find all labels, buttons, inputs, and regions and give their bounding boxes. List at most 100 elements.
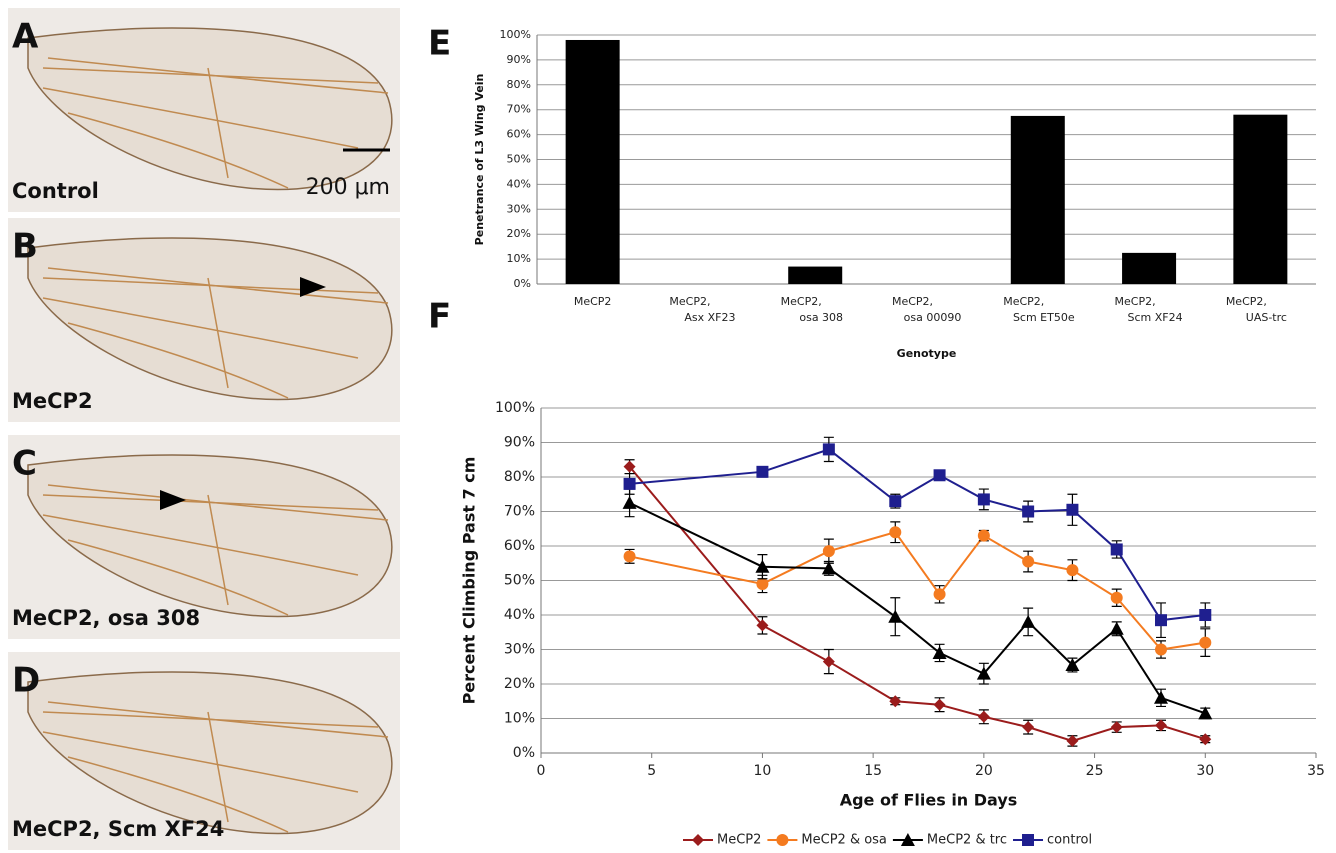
x-tick-label: 35 [1307, 763, 1325, 779]
data-point [888, 610, 902, 623]
data-point [1155, 644, 1167, 656]
data-point [934, 588, 946, 600]
y-tick-label: 0% [513, 745, 535, 761]
y-axis-title: Penetrance of L3 Wing Vein [473, 74, 486, 246]
panel-caption: Control [12, 179, 99, 203]
legend-marker [776, 834, 788, 846]
data-point [1199, 733, 1211, 745]
legend-label: MeCP2 & osa [801, 833, 887, 848]
data-point [1066, 564, 1078, 576]
y-tick-label: 90% [504, 435, 535, 451]
x-tick-label: MeCP2,Asx XF23 [669, 295, 735, 324]
data-point [1199, 637, 1211, 649]
x-tick-label: 25 [1086, 763, 1104, 779]
y-tick-label: 10% [504, 711, 535, 727]
x-tick-label: MeCP2,osa 308 [781, 295, 843, 324]
data-point [978, 711, 990, 723]
legend-label: MeCP2 & trc [927, 833, 1007, 848]
y-tick-label: 0% [514, 277, 531, 290]
y-tick-label: 50% [507, 153, 531, 166]
legend-label: MeCP2 [717, 833, 761, 848]
data-point [1155, 719, 1167, 731]
panel-label: E [428, 24, 451, 64]
y-tick-label: 90% [507, 53, 531, 66]
x-tick-label: 20 [975, 763, 993, 779]
scale-label: 200 μm [306, 175, 390, 200]
y-tick-label: 70% [507, 103, 531, 116]
y-tick-label: 30% [507, 202, 531, 215]
y-axis-title: Percent Climbing Past 7 cm [460, 457, 479, 705]
data-point [889, 526, 901, 538]
x-tick-label: MeCP2,UAS-trc [1226, 295, 1287, 324]
data-point [823, 656, 835, 668]
panel-label: B [12, 227, 38, 267]
x-tick-label: MeCP2,osa 00090 [892, 295, 961, 324]
data-point [1155, 614, 1167, 626]
data-point [1199, 609, 1211, 621]
bar [788, 267, 842, 284]
data-point [823, 443, 835, 455]
x-axis-title: Genotype [897, 347, 957, 360]
bar [566, 40, 620, 284]
data-point [623, 496, 637, 509]
data-point [978, 530, 990, 542]
data-point [1154, 691, 1168, 704]
y-tick-label: 80% [504, 469, 535, 485]
data-point [624, 550, 636, 562]
x-tick-label: 15 [864, 763, 882, 779]
panel-caption: MeCP2, Scm XF24 [12, 817, 224, 841]
data-point [1022, 506, 1034, 518]
panel-label: D [12, 661, 40, 701]
data-point [756, 466, 768, 478]
y-tick-label: 30% [504, 642, 535, 658]
panel-caption: MeCP2, osa 308 [12, 606, 200, 630]
x-tick-label: MeCP2,Scm XF24 [1115, 295, 1183, 324]
panel-caption: MeCP2 [12, 389, 93, 413]
x-tick-label: 5 [647, 763, 656, 779]
x-axis-title: Age of Flies in Days [840, 791, 1018, 810]
data-point [1066, 735, 1078, 747]
x-tick-label: MeCP2,Scm ET50e [1003, 295, 1075, 324]
panel-label: A [12, 17, 39, 57]
data-point [1111, 543, 1123, 555]
x-tick-label: MeCP2 [574, 295, 612, 308]
data-point [1111, 592, 1123, 604]
data-point [624, 478, 636, 490]
data-point [889, 695, 901, 707]
panel-label: F [428, 297, 451, 337]
legend-marker [692, 834, 704, 846]
series-line [630, 467, 1206, 741]
y-tick-label: 100% [495, 400, 535, 416]
legend-marker [1022, 834, 1034, 846]
y-tick-label: 40% [504, 607, 535, 623]
data-point [1022, 721, 1034, 733]
panel-label: C [12, 444, 37, 484]
data-point [756, 578, 768, 590]
data-point [1022, 556, 1034, 568]
data-point [1111, 721, 1123, 733]
y-tick-label: 20% [507, 227, 531, 240]
data-point [1021, 615, 1035, 628]
y-tick-label: 100% [500, 28, 531, 41]
y-tick-label: 10% [507, 252, 531, 265]
data-point [1066, 504, 1078, 516]
bar [1233, 115, 1287, 284]
y-tick-label: 20% [504, 676, 535, 692]
x-tick-label: 0 [537, 763, 546, 779]
data-point [934, 699, 946, 711]
data-point [889, 495, 901, 507]
data-point [978, 493, 990, 505]
data-point [934, 469, 946, 481]
y-tick-label: 80% [507, 78, 531, 91]
y-tick-label: 60% [507, 128, 531, 141]
bar [1011, 116, 1065, 284]
data-point [1110, 622, 1124, 635]
x-tick-label: 30 [1196, 763, 1214, 779]
figure: A Control 200 μm B MeCP2 C MeCP2, osa 308 D MeCP… [0, 0, 1336, 853]
data-point [823, 545, 835, 557]
y-tick-label: 50% [504, 573, 535, 589]
x-tick-label: 10 [754, 763, 772, 779]
y-tick-label: 40% [507, 177, 531, 190]
legend-label: control [1047, 833, 1092, 848]
y-tick-label: 70% [504, 504, 535, 520]
